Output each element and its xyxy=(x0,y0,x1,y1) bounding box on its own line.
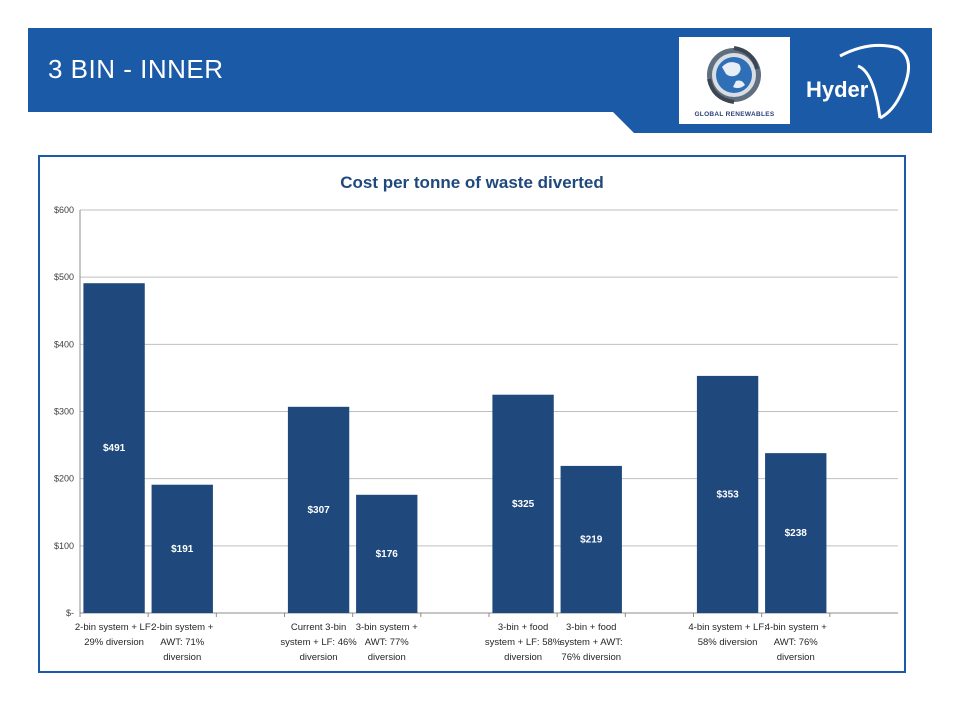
slide-title: 3 BIN - INNER xyxy=(48,54,224,84)
x-tick-label: system + LF: 46% xyxy=(280,637,357,648)
x-tick-label: 3-bin + food xyxy=(566,622,616,633)
x-tick-label: 2-bin system + LF: xyxy=(75,622,153,633)
x-tick-label: diversion xyxy=(300,652,338,663)
global-renewables-logo: GLOBAL RENEWABLES xyxy=(679,37,790,124)
bar-chart: $- $100 $200 $300 $400 $500 $600 $491 2-bin syst… xyxy=(54,205,898,663)
x-tick-label: diversion xyxy=(368,652,406,663)
globe-icon xyxy=(707,46,761,104)
bar xyxy=(83,283,145,613)
global-renewables-wordmark: GLOBAL RENEWABLES xyxy=(694,111,775,118)
data-label: $325 xyxy=(512,499,535,510)
x-tick-label: 4-bin system + LF: xyxy=(688,622,766,633)
bar xyxy=(765,453,827,613)
x-tick-label: 4-bin system + xyxy=(765,622,827,633)
x-tick-label: AWT: 76% xyxy=(774,637,819,648)
x-tick-label: 29% diversion xyxy=(84,637,144,648)
chart-frame: Cost per tonne of waste diverted $- $100 $… xyxy=(38,155,906,673)
bar xyxy=(356,494,418,613)
x-tick-label: 58% diversion xyxy=(698,637,758,648)
data-label: $191 xyxy=(171,544,194,555)
bar xyxy=(287,406,350,613)
y-tick-label: $200 xyxy=(54,474,74,484)
x-tick-label: Current 3-bin xyxy=(291,622,346,633)
hyder-logo-mark xyxy=(839,43,910,120)
bar xyxy=(492,394,554,613)
x-tick-label: diversion xyxy=(163,652,201,663)
data-label: $176 xyxy=(376,549,399,560)
y-tick-label: $300 xyxy=(54,407,74,417)
x-tick-label: system + AWT: xyxy=(560,637,623,648)
x-tick-label: system + LF: 58% xyxy=(485,637,562,648)
x-tick-label: 3-bin system + xyxy=(356,622,418,633)
hyder-wordmark: Hyder xyxy=(806,77,869,102)
bar xyxy=(560,465,622,613)
x-tick-label: AWT: 71% xyxy=(160,637,205,648)
x-tick-label: 2-bin system + xyxy=(151,622,213,633)
x-tick-label: diversion xyxy=(777,652,815,663)
y-tick-label: $600 xyxy=(54,205,74,215)
y-tick-label: $100 xyxy=(54,541,74,551)
bar xyxy=(696,375,759,613)
data-label: $238 xyxy=(785,528,808,539)
data-label: $307 xyxy=(307,505,330,516)
y-tick-label: $400 xyxy=(54,339,74,349)
x-tick-label: diversion xyxy=(504,652,542,663)
y-tick-label: $500 xyxy=(54,272,74,282)
data-label: $219 xyxy=(580,534,603,545)
x-tick-label: 3-bin + food xyxy=(498,622,548,633)
bar xyxy=(151,484,213,613)
data-label: $491 xyxy=(103,443,126,454)
x-tick-label: AWT: 77% xyxy=(365,637,410,648)
data-label: $353 xyxy=(716,489,739,500)
x-tick-label: 76% diversion xyxy=(561,652,621,663)
y-tick-label: $- xyxy=(66,608,74,618)
chart-title: Cost per tonne of waste diverted xyxy=(340,173,604,192)
